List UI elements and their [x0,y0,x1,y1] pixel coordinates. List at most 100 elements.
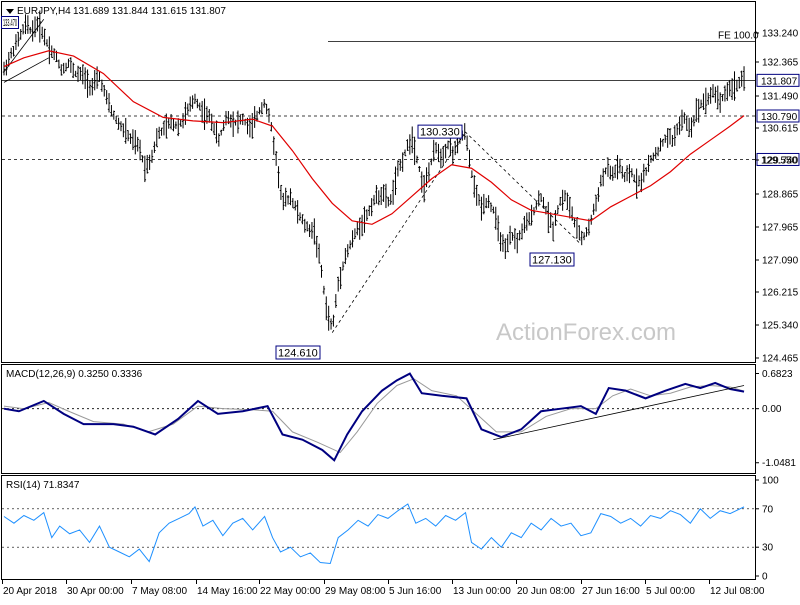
price-bar [40,26,44,39]
swing-low-box [275,345,321,360]
price-bar [191,95,194,109]
price-bar [399,159,402,171]
price-bar [346,244,349,258]
price-bar [513,228,517,250]
price-bar [401,152,404,172]
rsi-ytick-label: 30 [762,543,774,554]
price-bar [167,117,170,129]
price-bar [394,166,397,196]
price-bar [200,100,204,123]
price-bar [473,175,476,198]
price-bar [45,39,49,47]
price-bar [126,130,130,142]
price-bar [291,198,295,209]
price-bar [231,111,235,137]
price-bar [568,196,571,219]
price-bar [707,92,710,105]
price-ytick-label: 130.615 [762,124,799,135]
price-bar [590,214,593,225]
price-panel-frame [1,1,756,363]
price-bar [659,138,662,152]
price-bar [186,103,190,116]
price-bar [222,120,225,131]
level-box-0 [756,73,800,87]
price-bar [704,87,708,115]
rsi-line [3,503,745,565]
swing-mid-box [529,252,575,267]
price-bar [117,117,120,130]
xtick-label: 7 May 08:00 [132,586,187,597]
price-bar [628,164,631,184]
price-ytick-label: 127.965 [762,223,799,234]
price-bar [100,79,104,92]
price-bar [9,47,13,59]
price-bar [411,126,414,154]
xtick-label: 22 May 00:00 [260,586,321,597]
price-bar [179,119,182,127]
xtick-label: 20 Apr 2018 [3,586,57,597]
price-bar [537,190,540,207]
price-bar [153,141,156,153]
price-bar [442,145,445,166]
price-bar [453,140,457,156]
collapse-triangle-icon[interactable] [6,9,14,14]
price-bar [437,143,440,163]
price-bar [251,113,254,139]
svg-text:133.470: 133.470 [3,18,17,29]
price-bar [263,99,266,108]
price-bar [430,158,433,166]
price-bar [93,70,96,91]
price-ytick-label: 132.365 [762,58,799,69]
price-bar [24,14,27,35]
macd-ytick-label: 0.00 [762,404,782,415]
price-bar [630,168,634,178]
price-bar [465,135,469,151]
price-bar [107,93,111,113]
moving-average-line [3,50,745,225]
price-bar [29,26,32,34]
price-bar [103,84,106,97]
price-bar [384,183,388,209]
price-bar [325,296,328,321]
price-bar [582,232,586,241]
price-bar [432,139,435,162]
price-bar [709,87,712,104]
price-bar [198,102,201,111]
price-bar [644,167,648,176]
price-bar [294,200,297,211]
price-bar [265,103,268,115]
price-bar [193,93,197,104]
price-bar [604,167,607,175]
price-bar [730,78,734,100]
xtick-label: 27 Jun 16:00 [582,586,640,597]
price-bar [239,114,242,125]
macd-trendline [493,385,745,441]
price-bar [52,48,56,61]
price-bar [680,109,684,131]
price-bar [57,59,61,69]
price-bar [711,84,715,98]
price-bar [284,187,287,207]
price-bar [351,230,354,248]
macd-ytick-label: -1.0481 [762,458,796,469]
price-bar [556,205,560,215]
price-bar [578,225,581,241]
price-bar [611,166,614,181]
price-bar [356,221,359,236]
top-trendline-lower [3,57,49,83]
price-bar [676,123,679,136]
price-bar [566,192,569,210]
price-bar [310,221,314,239]
symbol-label: EURJPY,H4 [17,6,71,17]
price-bar [141,155,144,163]
price-bar [33,16,37,38]
price-bar [368,205,371,217]
price-bar [60,64,63,76]
price-bar [332,314,335,327]
price-bar [370,198,373,217]
price-bar [365,209,369,221]
price-bar [570,206,574,221]
price-bar [422,175,426,203]
price-bar [687,117,691,138]
price-bar [499,232,502,252]
